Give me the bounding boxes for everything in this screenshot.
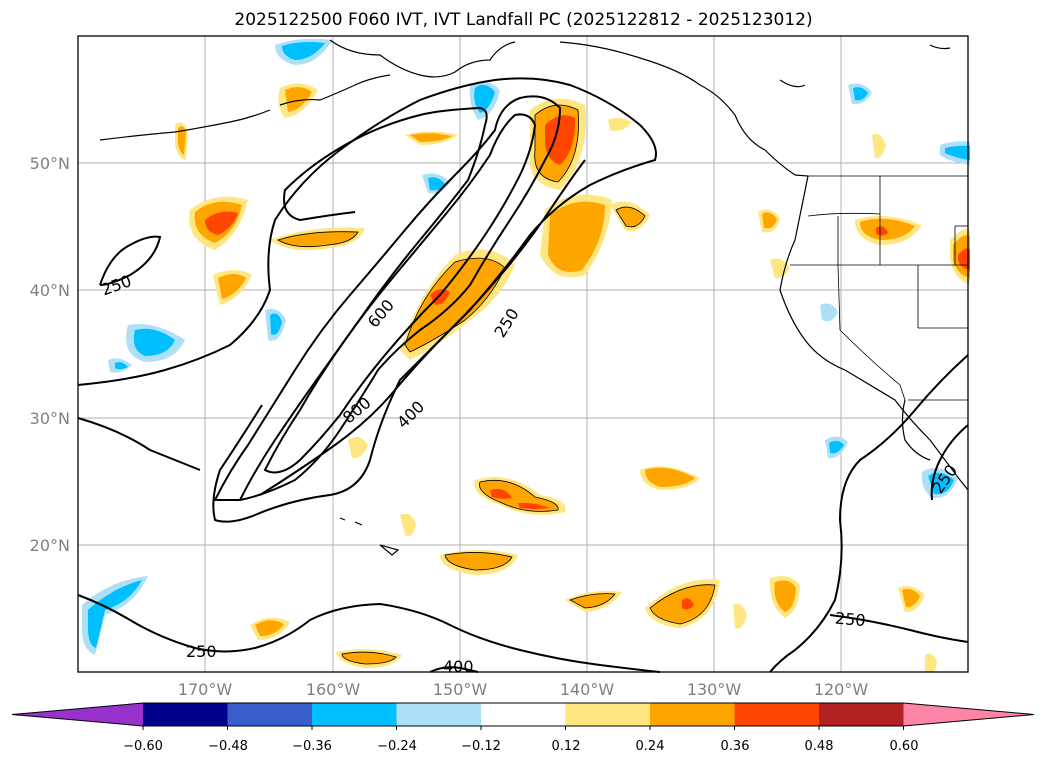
colorbar-tick-label: −0.36 [292, 739, 332, 754]
colorbar-tick-label: 0.48 [805, 739, 834, 754]
lat-label-30n: 30°N [30, 409, 70, 428]
political-borders [790, 175, 968, 401]
colorbar-tick-label: 0.60 [890, 739, 919, 754]
colorbar-tick-label: −0.12 [461, 739, 501, 754]
ivt-contours [77, 77, 969, 673]
negative-pc-fill [82, 38, 970, 655]
colorbar-extend-max [903, 703, 1034, 726]
colorbar-segment [481, 703, 566, 726]
colorbar-segment [143, 703, 228, 726]
coastlines [99, 39, 969, 556]
contour-label-600: 600 [364, 296, 398, 332]
lat-label-40n: 40°N [30, 281, 70, 300]
colorbar-segment [565, 703, 651, 726]
colorbar-segments [11, 702, 1035, 730]
longitude-labels: 170°W 160°W 150°W 140°W 130°W 120°W [178, 680, 869, 699]
colorbar-tick-label: 0.12 [552, 739, 581, 754]
lon-label-120w: 120°W [814, 680, 869, 699]
lon-label-140w: 140°W [560, 680, 615, 699]
contour-label-400: 400 [393, 397, 428, 432]
positive-pc-fill [175, 83, 970, 672]
colorbar-tick-label: 0.36 [721, 739, 750, 754]
contour-label-400: 400 [443, 657, 474, 676]
map-plot: 250 250 600 800 400 250 250 250 400 50°N… [30, 35, 970, 699]
map-title: 2025122500 F060 IVT, IVT Landfall PC (20… [234, 10, 813, 30]
lon-label-170w: 170°W [178, 680, 233, 699]
lat-label-20n: 20°N [30, 536, 70, 555]
colorbar-outline [11, 702, 1035, 727]
colorbar-segment [650, 703, 735, 726]
contour-label-250: 250 [834, 609, 866, 631]
pc-patch-outlines [277, 104, 716, 665]
lat-label-50n: 50°N [30, 154, 70, 173]
lon-label-160w: 160°W [306, 680, 361, 699]
colorbar-segment [734, 703, 820, 726]
map-frame [77, 35, 969, 673]
colorbar-tick-label: −0.60 [123, 739, 163, 754]
contour-labels: 250 250 600 800 400 250 250 250 400 [99, 271, 962, 676]
lon-label-150w: 150°W [433, 680, 488, 699]
colorbar-extend-min [12, 703, 143, 726]
contour-label-250: 250 [186, 642, 217, 661]
colorbar-segment [819, 703, 904, 726]
colorbar-tick-label: 0.24 [636, 739, 665, 754]
colorbar-segment [396, 703, 482, 726]
colorbar-tick-label: −0.24 [377, 739, 417, 754]
latitude-labels: 50°N 40°N 30°N 20°N [30, 154, 70, 555]
colorbar-segment [227, 703, 313, 726]
colorbar-segment [312, 703, 397, 726]
lon-label-130w: 130°W [687, 680, 742, 699]
colorbar-ticks: −0.60 −0.48 −0.36 −0.24 −0.12 0.12 0.24 … [123, 739, 918, 754]
colorbar-tick-label: −0.48 [208, 739, 248, 754]
contour-label-250: 250 [490, 305, 522, 341]
